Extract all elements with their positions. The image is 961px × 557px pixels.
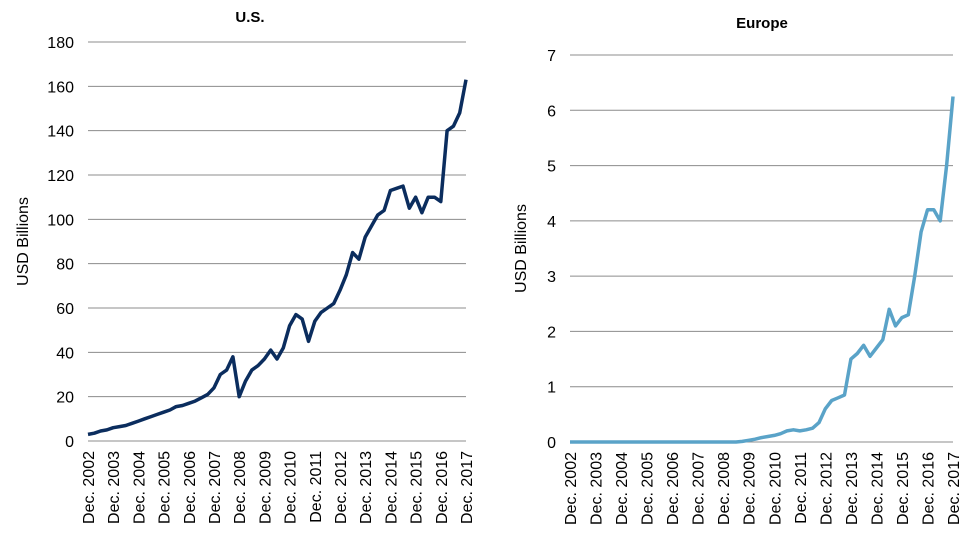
y-tick-label: 3 <box>547 269 556 286</box>
y-tick-label: 160 <box>47 79 74 96</box>
x-tick-label: Dec. 2009 <box>742 452 759 525</box>
x-tick-label: Dec. 2006 <box>665 452 682 525</box>
y-tick-label: 6 <box>547 103 556 120</box>
y-tick-label: 20 <box>56 390 74 407</box>
x-tick-label: Dec. 2005 <box>640 452 657 525</box>
data-line <box>87 79 468 437</box>
y-tick-label: 120 <box>47 168 74 185</box>
x-tick-label: Dec. 2002 <box>563 452 580 525</box>
x-tick-label: Dec. 2005 <box>157 451 174 524</box>
x-tick-label: Dec. 2008 <box>232 451 249 524</box>
x-tick-label: Dec. 2003 <box>589 452 606 525</box>
x-tick-label: Dec. 2015 <box>895 452 912 525</box>
y-tick-label: 5 <box>547 159 556 176</box>
y-tick-label: 180 <box>47 35 74 52</box>
chart: U.S. USD Billions 0 20 40 60 80 100 120 140 160 180… <box>15 9 476 524</box>
y-tick-label: 0 <box>547 435 556 452</box>
x-tick-label: Dec. 2014 <box>383 451 400 524</box>
x-tick-label: Dec. 2011 <box>308 451 325 523</box>
x-tick-label: Dec. 2008 <box>716 452 733 525</box>
x-tick-label: Dec. 2010 <box>283 451 300 524</box>
x-tick-label: Dec. 2003 <box>106 451 123 524</box>
data-line <box>570 96 955 444</box>
y-tick-label: 7 <box>547 48 556 65</box>
x-tick-label: Dec. 2004 <box>614 452 631 525</box>
chart-title: U.S. <box>235 9 264 26</box>
x-tick-label: Dec. 2002 <box>81 451 98 524</box>
y-tick-label: 60 <box>56 301 74 318</box>
y-tick-label: 4 <box>547 214 556 231</box>
x-tick-label: Dec. 2017 <box>946 452 961 525</box>
x-tick-label: Dec. 2012 <box>333 451 350 524</box>
x-tick-label: Dec. 2007 <box>691 452 708 525</box>
x-tick-label: Dec. 2012 <box>818 452 835 525</box>
y-axis-label: USD Billions <box>513 204 530 293</box>
y-tick-label: 100 <box>47 212 74 229</box>
x-tick-label: Dec. 2015 <box>409 451 426 524</box>
x-tick-label: Dec. 2011 <box>793 452 810 524</box>
x-tick-label: Dec. 2004 <box>131 451 148 524</box>
y-tick-label: 1 <box>547 380 556 397</box>
x-tick-label: Dec. 2017 <box>459 451 476 524</box>
y-tick-label: 80 <box>56 257 74 274</box>
x-tick-label: Dec. 2010 <box>767 452 784 525</box>
x-tick-label: Dec. 2013 <box>844 452 861 525</box>
chart-title: Europe <box>736 15 788 32</box>
y-tick-label: 40 <box>56 345 74 362</box>
x-tick-label: Dec. 2009 <box>257 451 274 524</box>
y-tick-label: 140 <box>47 124 74 141</box>
chart: Europe USD Billions 0 1 2 3 4 5 6 7 Dec. 2002 Dec. … <box>513 15 961 525</box>
x-tick-label: Dec. 2007 <box>207 451 224 524</box>
x-tick-label: Dec. 2006 <box>182 451 199 524</box>
x-tick-label: Dec. 2016 <box>434 451 451 524</box>
y-tick-label: 2 <box>547 324 556 341</box>
x-tick-label: Dec. 2014 <box>869 452 886 525</box>
x-tick-label: Dec. 2016 <box>920 452 937 525</box>
y-axis-label: USD Billions <box>15 197 32 286</box>
x-tick-label: Dec. 2013 <box>358 451 375 524</box>
y-tick-label: 0 <box>65 434 74 451</box>
